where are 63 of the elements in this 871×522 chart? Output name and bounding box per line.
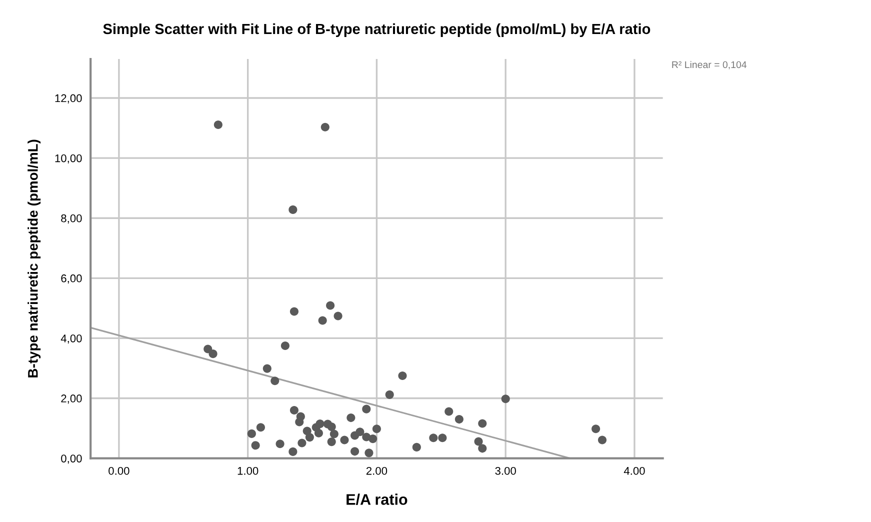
point	[398, 371, 407, 380]
x-tick-label: 3.00	[495, 466, 516, 475]
y-tick-label: 12,00	[55, 94, 82, 104]
y-tick-label: 10,00	[55, 154, 82, 164]
point	[316, 420, 324, 428]
x-tick-label: 0.00	[108, 466, 130, 475]
point	[251, 441, 260, 450]
point	[327, 422, 336, 432]
point	[320, 122, 330, 132]
point	[262, 364, 272, 373]
x-tick-label: 4.00	[624, 466, 645, 475]
point	[298, 438, 306, 448]
point	[474, 437, 483, 446]
x-axis-title: E/A ratio	[346, 494, 408, 506]
y-axis-title: B-type natriuretic peptide (pmol/mL)	[28, 140, 41, 378]
point	[454, 415, 464, 424]
point	[330, 430, 338, 438]
point	[598, 436, 607, 444]
point	[368, 434, 378, 444]
point	[478, 419, 487, 428]
y-tick-label: 0,00	[61, 454, 82, 464]
y-tick-label: 6,00	[61, 274, 82, 284]
x-tick-label: 1.00	[238, 466, 258, 475]
point	[214, 120, 222, 130]
y-tick-label: 4,00	[60, 334, 82, 344]
point	[314, 428, 323, 438]
point	[385, 390, 394, 399]
y-tick-label: 2,00	[61, 394, 82, 404]
point	[356, 428, 364, 436]
point	[327, 438, 336, 446]
point	[280, 341, 290, 350]
point	[350, 447, 360, 456]
point	[208, 350, 218, 358]
point	[305, 433, 314, 442]
point	[478, 444, 487, 453]
chart-title: Simple Scatter with Fit Line of B-type natriuretic peptide (pmol/mL) by E/A ratio	[103, 23, 650, 38]
y-tick-label: 8,00	[61, 214, 82, 224]
point	[290, 406, 298, 415]
point	[318, 316, 327, 325]
point	[346, 414, 356, 422]
point	[362, 404, 371, 414]
point	[270, 376, 280, 386]
point	[204, 344, 212, 354]
point	[295, 418, 304, 426]
point	[326, 301, 335, 310]
point	[412, 442, 421, 452]
point	[340, 436, 349, 444]
point	[592, 424, 600, 434]
point	[438, 434, 447, 442]
point	[288, 205, 298, 214]
text: R² Linear = 0,104	[672, 60, 747, 70]
point	[501, 394, 510, 404]
point	[288, 447, 298, 456]
point	[256, 423, 265, 432]
point	[372, 424, 381, 434]
point	[334, 312, 342, 320]
x-tick-label: 2.00	[366, 466, 388, 475]
point	[429, 434, 438, 442]
point	[247, 429, 256, 438]
point	[364, 448, 374, 458]
point	[276, 440, 284, 448]
point	[290, 307, 298, 316]
point	[444, 407, 454, 416]
